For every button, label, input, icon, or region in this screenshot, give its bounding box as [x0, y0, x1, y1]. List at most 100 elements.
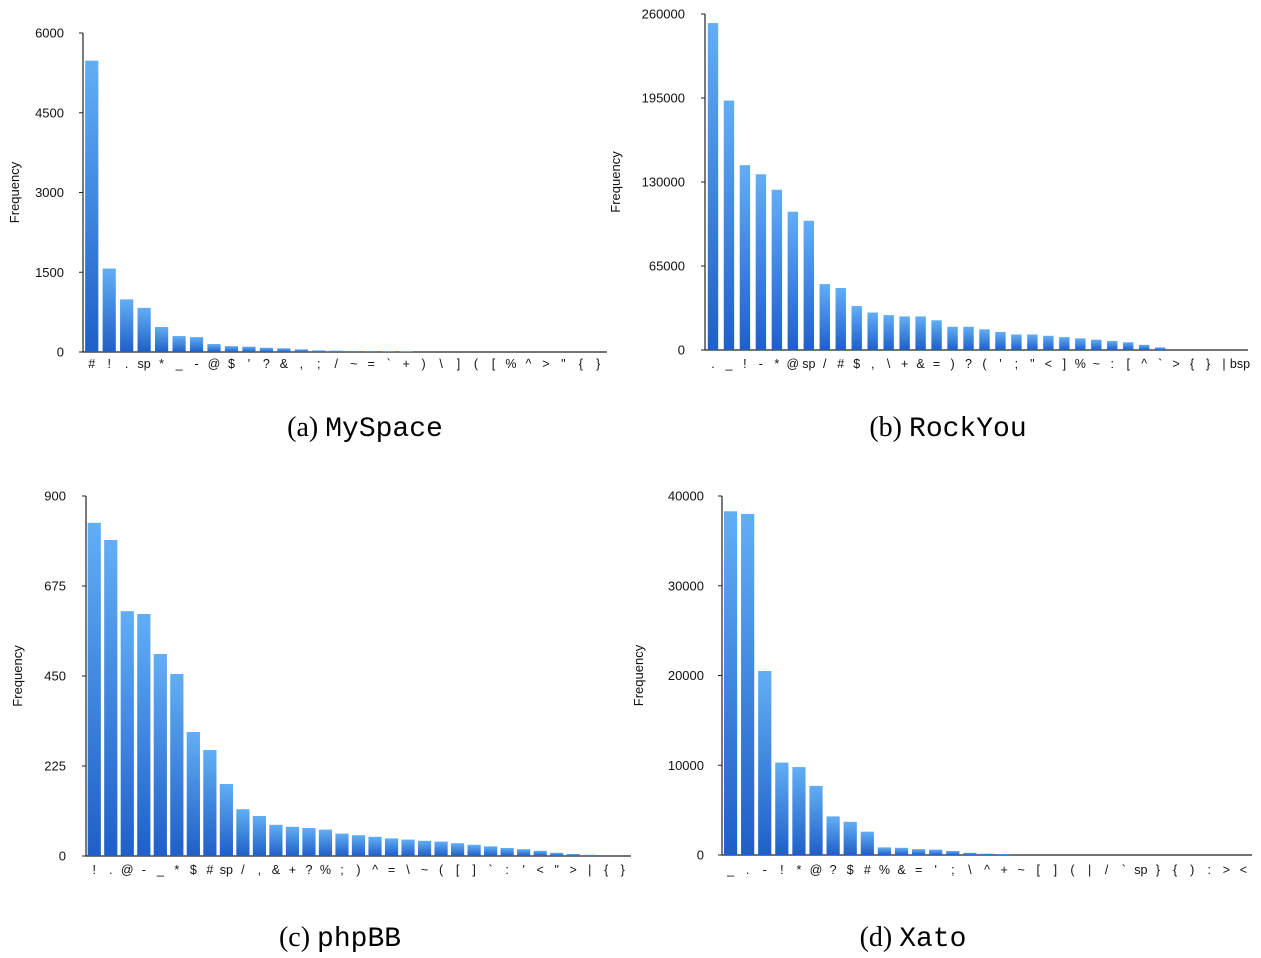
bar [207, 344, 221, 352]
x-category-label: } [1206, 357, 1210, 371]
subfigure-caption: (d) Xato [860, 922, 967, 955]
x-category-label: ^ [984, 863, 990, 877]
subfigure-caption: (c) phpBB [279, 922, 401, 955]
x-category-label: ~ [1093, 357, 1100, 371]
x-category-label: * [774, 357, 779, 371]
bar [467, 844, 481, 856]
bar [219, 784, 233, 856]
x-category-label: / [823, 357, 827, 371]
x-category-label: _ [156, 863, 165, 877]
x-category-label: @ [786, 357, 799, 371]
bar [203, 750, 217, 856]
bar [843, 821, 857, 855]
bar [484, 846, 498, 856]
bar [723, 100, 735, 350]
y-tick-label: 20000 [668, 668, 704, 683]
x-category-label: : [1208, 863, 1211, 877]
bar [723, 511, 738, 855]
bar [877, 847, 892, 855]
bar [302, 828, 316, 856]
y-tick-label: 195000 [642, 91, 685, 106]
x-category-label: # [88, 357, 95, 371]
bar [550, 852, 564, 856]
bar [851, 306, 862, 350]
x-category-label: ) [1190, 863, 1194, 877]
bar [434, 841, 448, 856]
bar [583, 854, 597, 856]
bar [1043, 335, 1054, 350]
bar [285, 826, 300, 856]
x-category-label: % [879, 863, 890, 877]
x-category-label: ? [305, 863, 312, 877]
bar [417, 840, 432, 856]
bar [1138, 344, 1150, 350]
x-category-label: # [206, 863, 213, 877]
x-category-label: _ [726, 863, 735, 877]
bar [1107, 340, 1118, 350]
bar [997, 854, 1011, 855]
bar [739, 165, 751, 350]
chart-panel: 0 65000 130000 195000 260000 Frequency. _! - * @ s… [608, 7, 1250, 446]
x-category-label: & [272, 863, 281, 877]
bar [399, 351, 413, 352]
x-category-label: ~ [421, 863, 428, 877]
y-tick-label: 130000 [642, 175, 685, 190]
bar [963, 852, 977, 855]
bar [153, 654, 167, 856]
x-category-label: } [1156, 863, 1160, 877]
bar [803, 220, 815, 350]
bar [946, 850, 960, 855]
y-tick-label: 6000 [35, 26, 64, 41]
caption-dataset-name: Xato [899, 924, 966, 955]
y-tick-label: 0 [57, 345, 64, 360]
bar [929, 849, 943, 855]
x-category-label: " [561, 357, 565, 371]
y-tick-label: 900 [44, 489, 66, 504]
y-tick-label: 4500 [35, 105, 64, 120]
caption-letter: (d) [860, 922, 900, 953]
y-axis-title: Frequency [631, 644, 646, 706]
x-category-label: ] [472, 863, 475, 877]
bar [224, 346, 239, 352]
x-category-label: , [258, 863, 261, 877]
x-category-label: [ [1126, 357, 1130, 371]
x-category-label: : [505, 863, 508, 877]
y-axis-title: Frequency [10, 645, 25, 707]
chart-panel: 0 1500 3000 4500 6000 Frequency #!. sp * _ - @ $ '? &,… [7, 26, 607, 445]
bar [120, 299, 134, 352]
x-category-label: - [142, 863, 146, 877]
y-axis-title: Frequency [7, 161, 22, 223]
x-category-label: { [579, 357, 583, 371]
x-category-label: > [542, 357, 549, 371]
x-category-label: \ [887, 357, 891, 371]
bar [741, 513, 755, 855]
y-tick-label: 225 [44, 759, 66, 774]
caption-letter: (b) [869, 412, 909, 443]
x-category-label: ( [982, 357, 987, 371]
x-category-label: + [1000, 863, 1007, 877]
x-category-label: ^ [372, 863, 378, 877]
x-category-label: @ [208, 357, 221, 371]
bar [915, 316, 926, 350]
x-category-label: ? [965, 357, 972, 371]
x-category-label: ! [780, 863, 783, 877]
bar [979, 329, 990, 350]
x-category-label: | [588, 863, 591, 877]
x-category-label: ? [830, 863, 837, 877]
x-category-label: ) [356, 863, 360, 877]
bar [533, 850, 547, 856]
bar [102, 268, 116, 352]
x-category-label: @ [810, 863, 823, 877]
x-category-label: * [159, 357, 164, 371]
bar [312, 350, 326, 352]
y-tick-label: 65000 [649, 259, 685, 274]
bar [252, 816, 267, 856]
bar [137, 307, 151, 352]
x-category-label: . [746, 863, 749, 877]
bar [912, 849, 926, 855]
bar [980, 853, 994, 855]
x-category-label: + [901, 357, 908, 371]
bar [963, 326, 974, 350]
bar [104, 540, 118, 856]
x-category-label: = [933, 357, 940, 371]
